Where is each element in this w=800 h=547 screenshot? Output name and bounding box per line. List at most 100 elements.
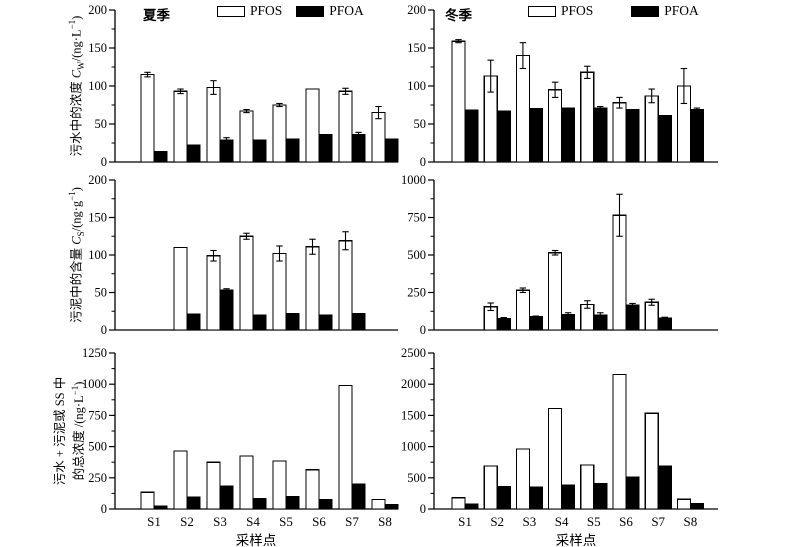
subplot-wastewater-winter: 0 50 100 150 200 bbox=[407, 3, 718, 169]
bar-pfos-S3 bbox=[206, 255, 221, 331]
ylabel-wastewater: 污水中的浓度 CW/(ng·L−1) bbox=[67, 15, 86, 157]
y-tick-label: 200 bbox=[407, 3, 426, 17]
pfoa-legend-label: PFOA bbox=[664, 3, 699, 18]
bar-pfos-S4 bbox=[239, 110, 254, 163]
bar-pfoa-S6 bbox=[625, 304, 640, 331]
bar-pfos-S7 bbox=[644, 95, 659, 163]
x-tick-label-S2: S2 bbox=[490, 514, 504, 529]
bar-pfos-S6 bbox=[612, 373, 627, 510]
bar-pfoa-S8 bbox=[689, 108, 705, 163]
y-tick-label: 2000 bbox=[401, 377, 426, 391]
pfos-legend-label: PFOS bbox=[250, 3, 283, 18]
y-tick-label: 0 bbox=[420, 502, 426, 516]
bar-pfos-S6 bbox=[305, 469, 320, 510]
bar-pfoa-S7 bbox=[657, 465, 672, 510]
x-tick-label-S5: S5 bbox=[587, 514, 601, 529]
bar-pfoa-S7 bbox=[657, 317, 672, 331]
bar-pfos-S3 bbox=[206, 461, 221, 510]
bar-pfos-S1 bbox=[140, 491, 155, 510]
y-tick-label: 0 bbox=[101, 323, 107, 337]
bar-pfoa-S2 bbox=[496, 486, 511, 510]
bar-pfos-S6 bbox=[305, 88, 320, 163]
bar-pfoa-S8 bbox=[689, 503, 705, 510]
y-tick-label: 200 bbox=[88, 3, 107, 17]
bar-pfos-S5 bbox=[580, 464, 595, 510]
bar-pfos-S7 bbox=[338, 240, 353, 331]
subplot-wastewater-summer: 0 50 100 150 200 bbox=[88, 3, 399, 169]
bar-pfos-S4 bbox=[239, 455, 254, 510]
bar-pfoa-S5 bbox=[593, 482, 608, 510]
bar-pfoa-S7 bbox=[657, 115, 672, 163]
ylabel-sludge: 污泥中的含量 CS/(ng·g−1) bbox=[67, 187, 86, 323]
y-tick-label: 500 bbox=[407, 471, 426, 485]
season-label-summer: 夏季 bbox=[143, 8, 170, 23]
bar-pfoa-S4 bbox=[560, 484, 576, 510]
ylabel-total: 污水 + 污泥或 SS 中 的总浓度 /(ng·L−1) bbox=[53, 377, 87, 485]
bar-pfoa-S7 bbox=[351, 483, 366, 510]
bar-pfos-S2 bbox=[173, 90, 188, 163]
bar-pfos-S4 bbox=[547, 407, 563, 510]
bar-pfoa-S3 bbox=[528, 316, 544, 331]
ylabel-total-line2: 的总浓度 /(ng·L−1) bbox=[69, 381, 87, 481]
bar-pfoa-S2 bbox=[186, 496, 201, 510]
bar-pfoa-S7 bbox=[351, 312, 366, 331]
bar-pfoa-S5 bbox=[285, 312, 300, 331]
y-tick-label: 200 bbox=[88, 173, 107, 187]
bar-pfos-S4 bbox=[547, 252, 563, 331]
legend-summer: PFOS PFOA bbox=[217, 3, 364, 18]
bar-pfoa-S5 bbox=[285, 495, 300, 510]
x-tick-label-S3: S3 bbox=[523, 514, 537, 529]
bar-pfoa-S4 bbox=[252, 497, 267, 510]
bar-pfoa-S3 bbox=[219, 485, 234, 510]
x-tick-label-S5: S5 bbox=[279, 514, 293, 529]
bar-pfoa-S4 bbox=[560, 107, 576, 163]
pfoa-swatch-icon bbox=[631, 5, 660, 17]
bar-pfoa-S4 bbox=[252, 314, 267, 331]
y-tick-label: 250 bbox=[88, 471, 107, 485]
bar-pfos-S6 bbox=[612, 102, 627, 163]
x-tick-label-S7: S7 bbox=[345, 514, 359, 529]
bar-pfoa-S3 bbox=[219, 139, 234, 163]
bar-pfoa-S4 bbox=[252, 139, 267, 163]
pfos-swatch-icon bbox=[217, 5, 245, 17]
bar-pfos-S4 bbox=[547, 89, 563, 163]
pfos-legend-label: PFOS bbox=[561, 3, 594, 18]
bar-pfoa-S6 bbox=[318, 134, 333, 163]
bar-pfoa-S1 bbox=[464, 503, 479, 510]
bar-pfoa-S6 bbox=[318, 314, 333, 331]
x-tick-label-S3: S3 bbox=[213, 514, 227, 529]
y-tick-label: 1000 bbox=[401, 173, 426, 187]
season-label-winter: 冬季 bbox=[445, 8, 472, 23]
y-tick-label: 500 bbox=[88, 440, 107, 454]
y-tick-label: 500 bbox=[407, 248, 426, 262]
y-tick-label: 50 bbox=[414, 117, 427, 131]
y-tick-label: 150 bbox=[88, 41, 107, 55]
bar-pfos-S3 bbox=[515, 54, 531, 163]
x-tick-label-S1: S1 bbox=[458, 514, 472, 529]
pfoa-legend-label: PFOA bbox=[329, 3, 364, 18]
y-tick-label: 1500 bbox=[401, 408, 426, 422]
bar-pfoa-S8 bbox=[384, 504, 399, 510]
y-tick-label: 100 bbox=[407, 79, 426, 93]
bar-pfos-S7 bbox=[644, 412, 659, 510]
bar-pfos-S8 bbox=[676, 498, 692, 510]
x-tick-label-S7: S7 bbox=[651, 514, 665, 529]
pfos-swatch-icon bbox=[528, 5, 556, 17]
bar-pfoa-S2 bbox=[186, 144, 201, 163]
y-tick-label: 0 bbox=[420, 155, 426, 169]
bar-pfoa-S1 bbox=[153, 150, 168, 163]
pfoa-swatch-icon bbox=[296, 5, 325, 17]
x-tick-label-S6: S6 bbox=[619, 514, 633, 529]
x-tick-label-S8: S8 bbox=[684, 514, 698, 529]
y-tick-label: 1000 bbox=[401, 440, 426, 454]
y-tick-label: 150 bbox=[88, 211, 107, 225]
y-tick-label: 50 bbox=[95, 286, 108, 300]
y-tick-label: 100 bbox=[88, 79, 107, 93]
bar-pfoa-S6 bbox=[625, 108, 640, 163]
bar-pfoa-S3 bbox=[219, 289, 234, 331]
bar-pfos-S7 bbox=[338, 384, 353, 510]
xaxis-title-left: 采样点 bbox=[235, 533, 277, 547]
bar-pfos-S2 bbox=[173, 450, 188, 510]
